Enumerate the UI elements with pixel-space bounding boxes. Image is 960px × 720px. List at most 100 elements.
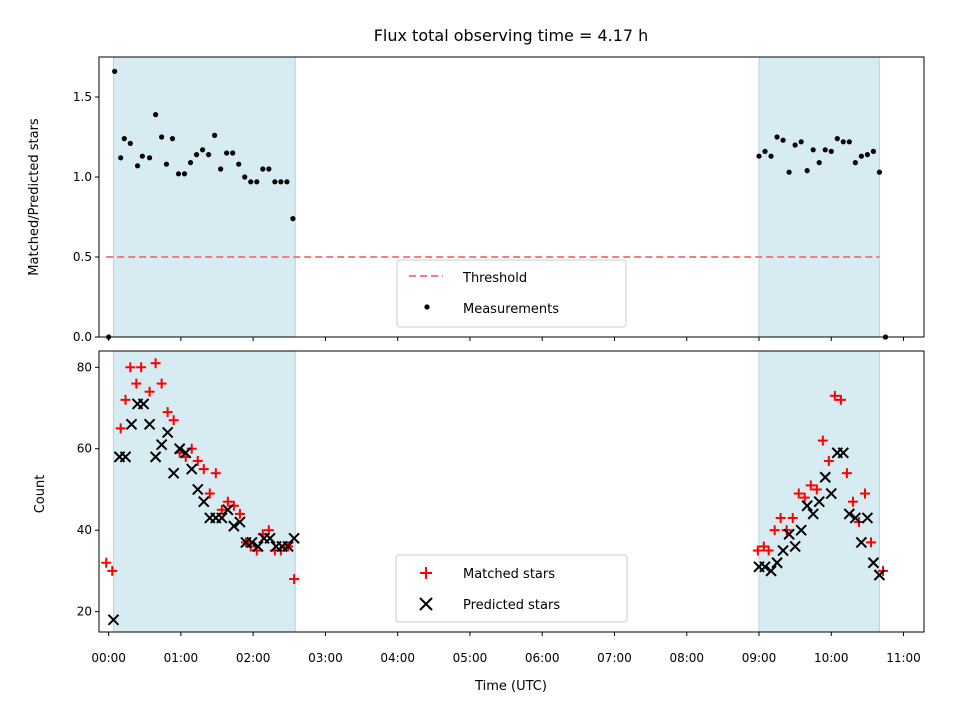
- measurement-point: [163, 161, 170, 167]
- measurement-point: [768, 153, 774, 159]
- matched-stars-marker: [835, 394, 846, 405]
- predicted-stars-marker: [795, 524, 807, 536]
- y-tick-label: 20: [77, 605, 92, 619]
- x-tick-label: 00:00: [91, 651, 126, 665]
- measurement-point: [810, 147, 816, 153]
- predicted-stars-marker: [789, 540, 801, 553]
- predicted-stars-marker: [167, 467, 180, 479]
- predicted-stars-marker: [837, 447, 850, 459]
- matched-stars-marker: [107, 565, 118, 576]
- matched-stars-marker: [125, 362, 136, 373]
- bottom-legend-box: [395, 554, 628, 623]
- measurement-point: [834, 136, 840, 142]
- y-tick-label: 1.5: [73, 90, 92, 104]
- measurement-point: [798, 139, 804, 145]
- x-tick-label: 02:00: [236, 651, 271, 665]
- matched-stars-marker: [204, 488, 215, 499]
- top-x-ticks: [108, 337, 905, 341]
- predicted-stars-marker: [216, 512, 228, 524]
- predicted-stars-marker: [813, 495, 825, 508]
- measurement-point: [199, 147, 206, 153]
- matched-stars-legend-label: Matched stars: [463, 567, 555, 582]
- predicted-stars-marker: [143, 418, 156, 431]
- matched-stars-marker: [131, 378, 142, 389]
- measurement-point: [224, 150, 230, 156]
- measurement-point: [248, 179, 254, 185]
- measurement-point: [756, 153, 762, 159]
- matched-stars-marker: [120, 394, 131, 405]
- measurement-point: [278, 179, 284, 185]
- measurement-point: [205, 152, 212, 158]
- measurement-point: [780, 137, 786, 143]
- bottom-y-axis-label: Count: [33, 475, 48, 514]
- predicted-stars-marker: [867, 557, 880, 569]
- matched-stars-marker: [216, 504, 227, 515]
- predicted-stars-marker: [186, 463, 198, 475]
- x-tick-label: 01:00: [164, 651, 199, 665]
- threshold-legend-label: Threshold: [462, 271, 527, 286]
- chart-title: Flux total observing time = 4.17 h: [374, 26, 649, 45]
- measurement-point: [139, 153, 145, 159]
- predicted-stars-marker: [228, 520, 240, 532]
- y-tick-label: 1.0: [73, 170, 92, 184]
- matched-stars-marker: [115, 423, 126, 434]
- x-tick-label: 06:00: [525, 651, 560, 665]
- measurement-point: [290, 216, 296, 222]
- predicted-stars-marker: [161, 426, 174, 439]
- y-tick-label: 40: [77, 523, 92, 537]
- predicted-stars-marker: [777, 544, 789, 557]
- matched-stars-marker: [136, 362, 147, 373]
- x-tick-label: 07:00: [597, 651, 632, 665]
- matched-stars-marker: [150, 358, 161, 369]
- predicted-stars-marker: [155, 438, 168, 451]
- predicted-stars-marker: [288, 532, 300, 545]
- predicted-stars-marker: [192, 483, 204, 496]
- matched-stars-marker: [847, 496, 858, 507]
- measurement-point: [159, 134, 165, 140]
- matched-stars-marker: [222, 496, 233, 507]
- matched-stars-marker: [787, 512, 798, 523]
- matched-stars-marker: [859, 488, 870, 499]
- predicted-stars-marker: [861, 512, 874, 524]
- top-subplot: 0.0 0.5 1.0 1.5 Matched/Predicted stars Thr…: [27, 56, 925, 344]
- measurement-point: [134, 163, 141, 169]
- measurement-point: [870, 148, 877, 154]
- measurement-point: [786, 169, 792, 175]
- y-tick-label: 60: [77, 442, 92, 456]
- top-y-axis-label: Matched/Predicted stars: [27, 118, 42, 276]
- observing-interval-band: [758, 56, 880, 338]
- measurement-point: [260, 166, 266, 172]
- predicted-stars-marker: [282, 540, 294, 553]
- predicted-stars-marker: [149, 451, 162, 463]
- predicted-stars-marker: [825, 487, 837, 500]
- matched-stars-marker: [162, 407, 173, 418]
- measurement-point: [762, 148, 768, 154]
- top-legend: Threshold Measurements: [396, 259, 627, 328]
- bottom-series-layer: [101, 358, 889, 626]
- x-tick-label: 03:00: [308, 651, 343, 665]
- measurement-point: [212, 132, 218, 138]
- matched-stars-marker: [793, 488, 804, 499]
- measurement-point: [828, 148, 834, 154]
- x-tick-label: 04:00: [380, 651, 415, 665]
- observing-interval-band: [112, 350, 296, 633]
- measurement-point: [840, 139, 846, 145]
- measurement-point: [816, 160, 822, 166]
- matched-stars-marker: [101, 557, 112, 568]
- measurement-point: [284, 179, 290, 185]
- predicted-stars-legend-swatch: [419, 597, 433, 611]
- measurements-legend-swatch: [424, 304, 430, 310]
- top-y-ticks: 0.0 0.5 1.0 1.5: [73, 90, 99, 344]
- bottom-legend: Matched stars Predicted stars: [395, 554, 628, 623]
- matched-stars-marker: [811, 484, 822, 495]
- predicted-stars-marker: [222, 504, 234, 516]
- predicted-stars-marker: [855, 536, 868, 549]
- predicted-stars-marker: [765, 565, 777, 577]
- matched-stars-legend-swatch: [420, 567, 432, 579]
- measurement-point: [242, 174, 248, 180]
- matched-stars-marker: [799, 492, 810, 503]
- measurement-point: [127, 140, 133, 146]
- predicted-stars-marker: [180, 447, 192, 459]
- x-tick-label: 09:00: [742, 651, 777, 665]
